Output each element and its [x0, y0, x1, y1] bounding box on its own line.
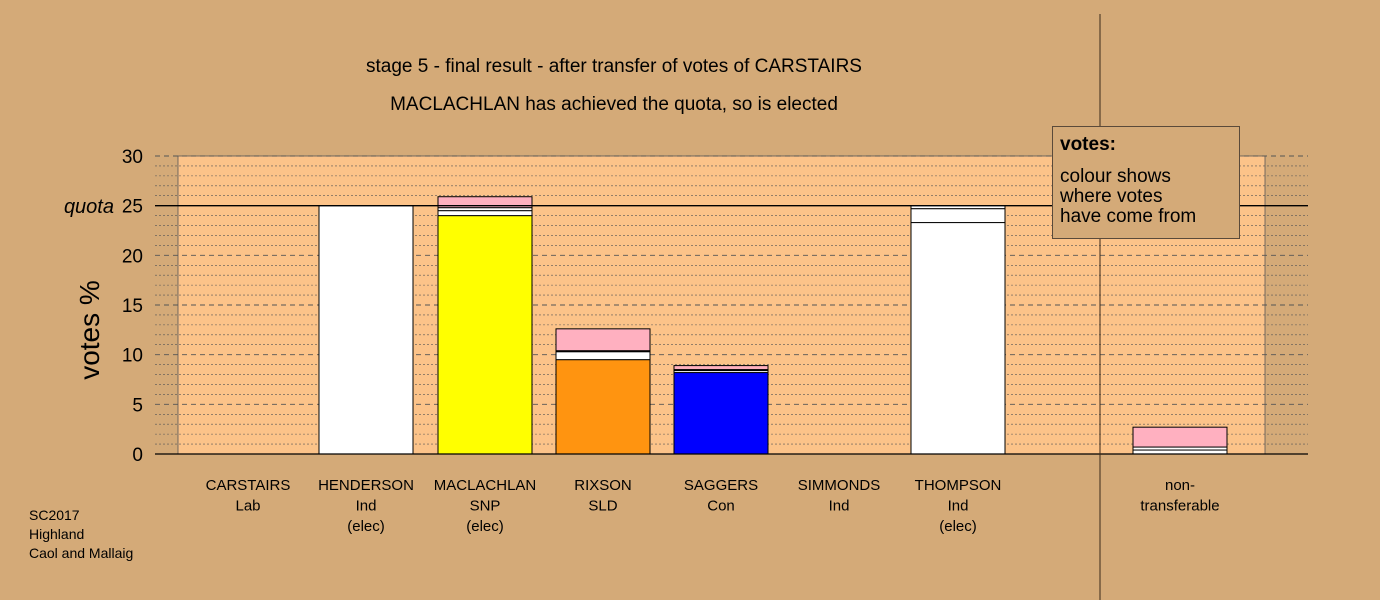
bar-segment — [673, 365, 769, 371]
x-tick-labels: CARSTAIRS Lab HENDERSON Ind (elec) MACLACHLAN… — [206, 477, 1220, 535]
y-tick-label: 15 — [122, 296, 143, 317]
bar-segment — [910, 208, 1006, 224]
bar-segment — [437, 210, 533, 217]
x-tick-label: transferable — [1140, 498, 1219, 515]
bar-segment — [437, 215, 533, 455]
bar-segment — [673, 372, 769, 455]
x-tick-label: CARSTAIRS — [206, 477, 291, 494]
footer-line-2: Highland — [29, 526, 85, 542]
x-tick-label: SNP — [470, 498, 501, 515]
x-tick-label: RIXSON — [574, 477, 632, 494]
bar-segment — [555, 359, 651, 455]
legend-text-2: where votes — [1060, 186, 1163, 207]
legend-title: votes: — [1060, 134, 1116, 155]
x-tick-label: SLD — [588, 498, 617, 515]
x-tick-label: Con — [707, 498, 735, 515]
bar-segment — [318, 205, 414, 455]
x-tick-label: (elec) — [466, 518, 504, 535]
x-tick-label: Ind — [356, 498, 377, 515]
footer-line-1: SC2017 — [29, 507, 80, 523]
x-tick-label: SAGGERS — [684, 477, 758, 494]
x-tick-label: Ind — [829, 498, 850, 515]
x-tick-label: HENDERSON — [318, 477, 414, 494]
bar-segment — [555, 328, 651, 352]
y-tick-label: 30 — [122, 147, 143, 168]
x-tick-label: (elec) — [347, 518, 385, 535]
y-tick-labels: 0 5 10 15 20 25 30 — [122, 147, 143, 466]
y-axis-label: votes % — [74, 280, 105, 380]
quota-label: quota — [64, 196, 114, 218]
y-tick-label: 5 — [132, 395, 143, 416]
y-tick-label: 25 — [122, 197, 143, 218]
footer: SC2017 Highland Caol and Mallaig — [29, 506, 133, 563]
title-line-2: MACLACHLAN has achieved the quota, so is… — [390, 94, 838, 115]
bar-segment — [555, 351, 651, 361]
x-tick-label: SIMMONDS — [798, 477, 881, 494]
legend-box: votes: colour shows where votes have com… — [1052, 126, 1240, 239]
y-tick-label: 0 — [132, 445, 143, 466]
x-tick-label: MACLACHLAN — [434, 477, 537, 494]
x-tick-label: Ind — [948, 498, 969, 515]
bar-segment — [910, 222, 1006, 455]
legend-text-1: colour shows — [1060, 166, 1171, 187]
legend-text-3: have come from — [1060, 206, 1197, 227]
footer-line-3: Caol and Mallaig — [29, 545, 134, 561]
y-tick-label: 20 — [122, 246, 143, 267]
bars — [318, 196, 1228, 455]
bar-segment — [437, 196, 533, 209]
y-tick-label: 10 — [122, 346, 143, 367]
x-tick-label: non- — [1165, 477, 1195, 494]
x-tick-label: Lab — [235, 498, 260, 515]
x-tick-label: (elec) — [939, 518, 977, 535]
bar-segment — [1132, 426, 1228, 448]
x-tick-label: THOMPSON — [915, 477, 1002, 494]
title-line-1: stage 5 - final result - after transfer … — [366, 56, 862, 77]
